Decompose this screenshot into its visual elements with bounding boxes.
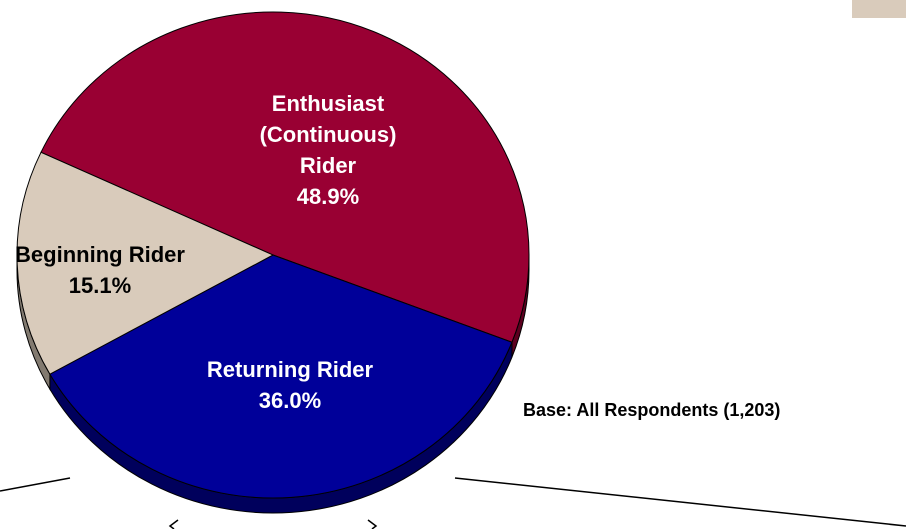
decor-line [0,477,71,492]
category-label: Beginning Rider [15,242,185,267]
corner-box [852,0,906,18]
annotation: Base: All Respondents (1,203) [523,400,781,420]
pie-tops [16,11,530,499]
pie-slice [16,151,275,375]
decor-line [454,477,906,527]
slice-label: Beginning Rider 15.1% [15,239,185,301]
decor-bracket [367,519,378,529]
category-label: Returning Rider [206,357,374,382]
value-label: 48.9% [296,184,360,209]
value-label: 15.1% [68,273,132,298]
category-label: Enthusiast (Continuous) Rider [259,91,397,178]
decor-bracket [168,519,179,529]
slice-label: Returning Rider 36.0% [205,354,375,416]
slice-label: Enthusiast (Continuous) Rider 48.9% [243,88,413,212]
pie-slice [40,11,530,343]
pie-slice [49,254,513,499]
value-label: 36.0% [258,388,322,413]
